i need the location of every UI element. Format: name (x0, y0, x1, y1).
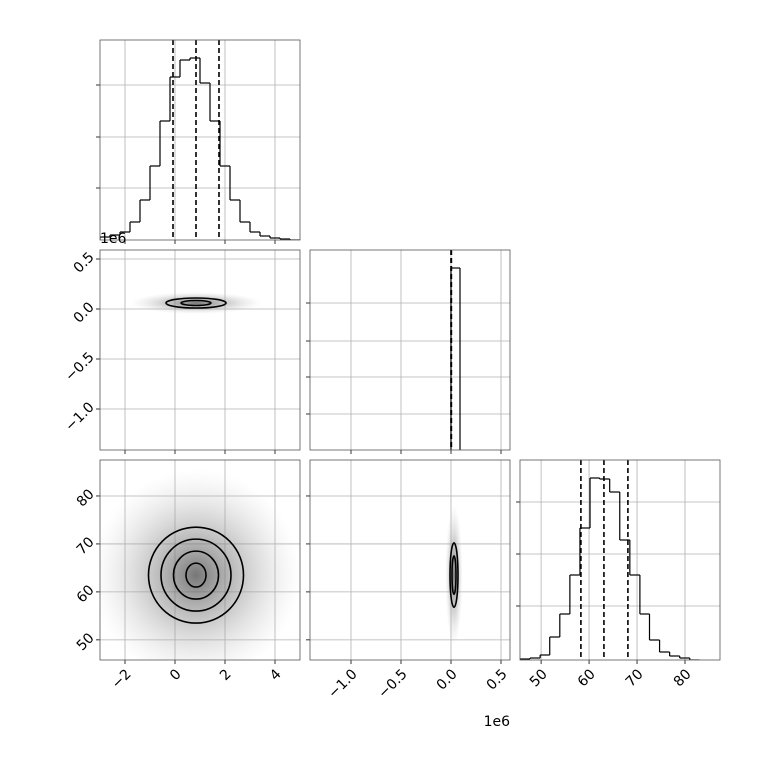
plot-area (100, 250, 300, 450)
contour (165, 297, 227, 309)
panel-frame (309, 459, 511, 661)
contour (180, 299, 212, 307)
density-shading (130, 292, 262, 314)
density-shading (100, 469, 300, 660)
y-tick-label: −0.5 (62, 349, 97, 384)
x-tick-label: 0.0 (434, 666, 461, 693)
x-offset-label: 1e6 (484, 714, 511, 730)
x-tick-label: −1.0 (325, 666, 360, 701)
panel-frame (99, 249, 301, 451)
contour (160, 538, 232, 612)
panel-frame (99, 39, 301, 241)
x-tick-label: −0.5 (375, 666, 410, 701)
panel-frame (309, 249, 511, 451)
contour (449, 542, 459, 609)
panel (306, 249, 511, 454)
y-tick-label: 0.0 (71, 299, 98, 326)
x-tick-label: 50 (527, 666, 551, 690)
panel: 50 60 70 80 (516, 459, 721, 690)
panel-frame (519, 459, 721, 661)
x-tick-label: −2 (109, 666, 135, 692)
contour (451, 555, 457, 596)
y-tick-label: 70 (74, 534, 98, 558)
plot-area (100, 40, 300, 240)
contour (172, 550, 220, 600)
x-tick-label: 2 (217, 666, 235, 684)
plot-area (310, 460, 510, 660)
y-offset-label: 1e6 (100, 231, 127, 247)
panel: 0.5 0.0 −0.5 −1.0 1e6 (62, 231, 301, 454)
contour (185, 562, 207, 588)
y-tick-label: 0.5 (71, 249, 98, 276)
panel-frame (99, 459, 301, 661)
panel: −2 0 2 4 50 60 70 80 (74, 459, 301, 692)
x-tick-label: 70 (623, 666, 647, 690)
panel (96, 39, 301, 244)
plot-area (520, 460, 720, 660)
y-tick-label: 80 (74, 486, 98, 510)
plot-area (100, 460, 300, 660)
panel: −1.0 −0.5 0.0 0.5 1e6 (306, 459, 511, 730)
x-tick-label: 0.5 (484, 666, 511, 693)
density-shading (445, 504, 463, 646)
y-tick-label: 60 (74, 582, 98, 606)
x-tick-label: 80 (671, 666, 695, 690)
y-tick-label: −1.0 (62, 399, 97, 434)
plot-area (310, 250, 510, 450)
x-tick-label: 4 (267, 666, 285, 684)
x-tick-label: 60 (575, 666, 599, 690)
contour (147, 526, 245, 624)
y-tick-label: 50 (74, 630, 98, 654)
x-tick-label: 0 (167, 666, 185, 684)
